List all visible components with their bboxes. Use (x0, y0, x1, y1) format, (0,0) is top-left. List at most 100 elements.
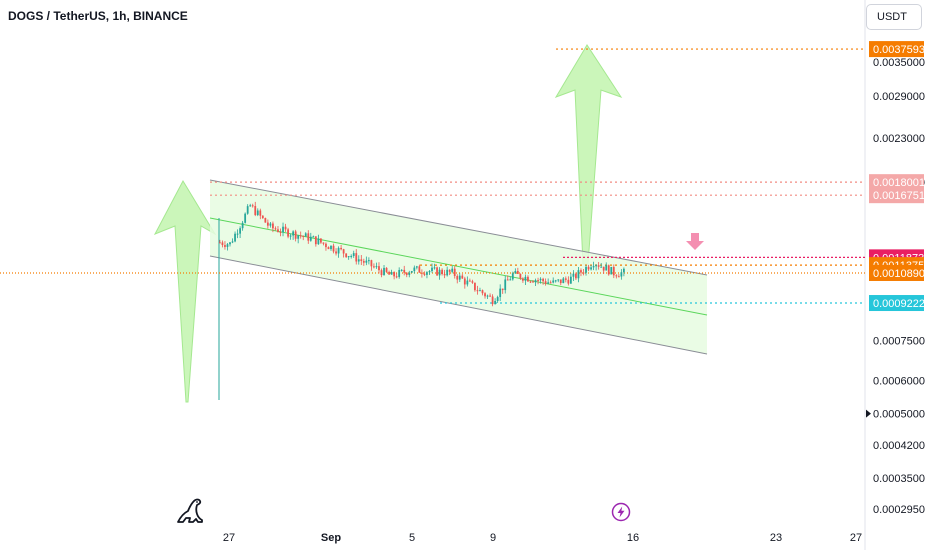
y-tick-label: 0.0029000 (873, 91, 925, 103)
candle-body (282, 226, 284, 233)
candle-body (272, 223, 274, 229)
candle-body (388, 271, 390, 275)
candle-body (236, 233, 239, 235)
candle-body (294, 231, 297, 239)
candle-body (428, 271, 431, 273)
candle-body (542, 278, 544, 282)
candle-body (362, 260, 365, 263)
price-label-box (869, 295, 924, 312)
price-label-text: 0.0009222 (873, 298, 925, 310)
candle-body (456, 275, 459, 280)
candle-body (383, 267, 385, 276)
candle-body (494, 300, 497, 305)
price-label-text: 0.0018001 (873, 177, 925, 189)
price-label-box (869, 187, 924, 204)
candle-body (375, 266, 378, 268)
candle-body (287, 229, 289, 237)
green-up-arrow-left (153, 179, 217, 403)
candle-body (279, 231, 282, 233)
candle-body (241, 222, 244, 229)
candle-body (418, 266, 421, 273)
candle-body (484, 293, 486, 297)
candle-body (592, 266, 595, 268)
candle-body (239, 228, 241, 234)
candle-body (229, 242, 231, 245)
chart-title: DOGS / TetherUS, 1h, BINANCE (8, 9, 188, 23)
candle-body (433, 267, 436, 269)
candle-body (511, 273, 514, 280)
candle-body (499, 288, 502, 298)
candle-body (516, 271, 519, 274)
candle-body (307, 233, 310, 241)
candle-body (254, 206, 257, 216)
candle-body (246, 206, 249, 214)
candle-body (486, 295, 489, 297)
candle-body (380, 270, 383, 276)
candle-body (466, 280, 469, 285)
candle-body (332, 245, 335, 252)
candle-body (567, 279, 570, 284)
x-tick-label: 5 (409, 532, 415, 544)
candle-body (264, 218, 267, 223)
y-tick-label: 0.0003500 (873, 473, 925, 485)
candle-body (569, 276, 572, 284)
currency-selector[interactable]: USDT (866, 4, 922, 30)
candle-body (607, 265, 610, 275)
candle-body (620, 272, 623, 277)
candle-body (426, 272, 428, 275)
candle-body (357, 259, 360, 262)
candle-body (595, 265, 598, 267)
candle-body (597, 265, 600, 267)
candle-body (415, 266, 418, 268)
candle-body (580, 270, 582, 273)
candle-body (436, 267, 438, 276)
candle-body (605, 265, 608, 271)
candle-body (552, 280, 555, 283)
channel-lower-line (209, 255, 708, 355)
candle-body (352, 253, 355, 256)
candle-body (431, 267, 433, 272)
candle-body (393, 272, 396, 277)
candle-body (405, 272, 408, 275)
candle-body (330, 245, 332, 250)
candle-body (342, 249, 345, 254)
candle-body (360, 259, 363, 261)
candle-body (479, 290, 481, 292)
candle-body (395, 276, 398, 278)
candle-body (547, 282, 550, 284)
candle-body (448, 269, 451, 272)
candle-body (378, 266, 380, 271)
candle-body (491, 296, 494, 305)
x-tick-label: 9 (490, 532, 496, 544)
candle-body (304, 233, 307, 237)
candle-body (355, 253, 358, 262)
candle-body (398, 270, 401, 277)
candle-body (337, 247, 340, 254)
price-label-text: 0.0037593 (873, 44, 925, 56)
candle-body (529, 281, 532, 283)
candle-body (224, 245, 226, 247)
candle-body (327, 247, 330, 250)
lightning-bolt-icon[interactable] (611, 502, 631, 522)
candle-body (509, 279, 512, 281)
tradingview-dinosaur-icon[interactable] (175, 497, 205, 525)
candle-body (322, 242, 325, 244)
y-tick-label: 0.0035000 (873, 57, 925, 69)
candle-body (299, 235, 302, 237)
candle-body (451, 268, 454, 272)
candle-body (481, 290, 484, 294)
candle-body (463, 278, 466, 285)
candle-body (289, 235, 292, 237)
candle-body (219, 242, 221, 244)
candle-body (537, 280, 539, 282)
candle-body (370, 260, 373, 267)
candle-body (312, 236, 315, 238)
candle-body (582, 272, 585, 274)
candle-body (302, 235, 305, 237)
candle-body (390, 272, 393, 275)
candle-body (458, 275, 461, 280)
pink-down-arrow (686, 233, 704, 250)
candle-body (612, 266, 615, 276)
candle-body (413, 267, 416, 272)
